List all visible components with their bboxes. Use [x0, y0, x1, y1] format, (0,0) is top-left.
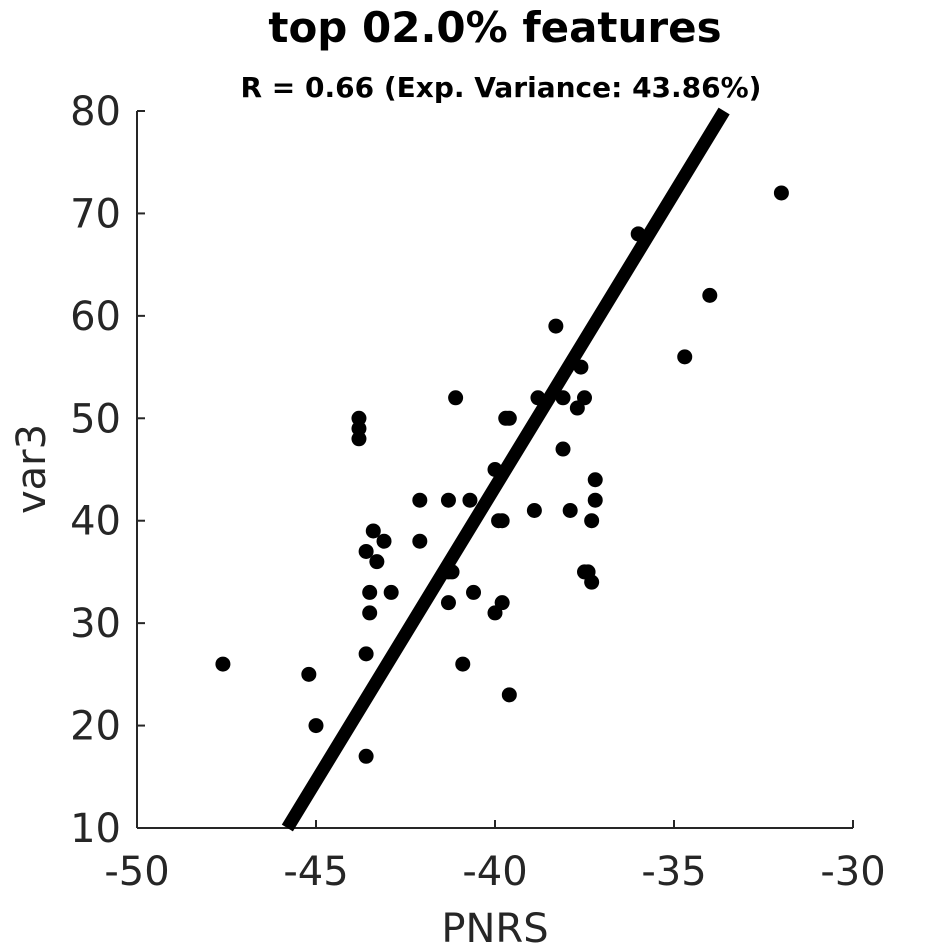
- y-tick-label: 70: [70, 191, 121, 237]
- data-point: [455, 656, 471, 672]
- data-point: [362, 605, 378, 621]
- data-point: [369, 554, 385, 570]
- x-tick-label: -45: [283, 849, 348, 895]
- data-point: [412, 492, 428, 508]
- data-point: [562, 502, 578, 518]
- data-point: [584, 513, 600, 529]
- data-point: [501, 410, 517, 426]
- data-point: [376, 533, 392, 549]
- data-point: [587, 492, 603, 508]
- data-point: [440, 492, 456, 508]
- data-point: [773, 185, 789, 201]
- data-point: [494, 595, 510, 611]
- y-tick-label: 60: [70, 294, 121, 340]
- data-point: [677, 349, 693, 365]
- chart-title: top 02.0% features: [268, 3, 721, 52]
- y-tick-label: 40: [70, 499, 121, 545]
- x-tick-label: -50: [104, 849, 169, 895]
- data-point: [584, 574, 600, 590]
- y-tick-label: 10: [70, 806, 121, 852]
- y-tick-label: 50: [70, 396, 121, 442]
- data-point: [448, 390, 464, 406]
- y-axis: 10 20 30 40 50 60 70 80: [70, 89, 145, 852]
- chart-subtitle: R = 0.66 (Exp. Variance: 43.86%): [241, 71, 762, 104]
- data-point: [308, 718, 324, 734]
- x-axis-label: PNRS: [441, 906, 548, 945]
- data-point: [587, 472, 603, 488]
- data-point: [555, 441, 571, 457]
- regression-line-layer: [281, 107, 730, 832]
- x-tick-label: -35: [641, 849, 706, 895]
- data-point: [358, 646, 374, 662]
- y-tick-label: 80: [70, 89, 121, 135]
- x-tick-label: -40: [462, 849, 527, 895]
- data-point: [358, 748, 374, 764]
- data-point: [440, 595, 456, 611]
- x-axis: -50 -45 -40 -35 -30: [104, 820, 886, 895]
- y-axis-label: var3: [9, 424, 55, 514]
- data-point: [526, 502, 542, 518]
- y-tick-label: 20: [70, 704, 121, 750]
- data-point: [466, 584, 482, 600]
- data-point: [383, 584, 399, 600]
- data-point: [462, 492, 478, 508]
- y-tick-label: 30: [70, 601, 121, 647]
- data-point: [215, 656, 231, 672]
- data-point: [548, 318, 564, 334]
- data-points: [215, 185, 789, 764]
- data-point: [301, 666, 317, 682]
- data-point: [362, 584, 378, 600]
- data-point: [358, 543, 374, 559]
- data-point: [351, 431, 367, 447]
- regression-line: [281, 107, 730, 832]
- x-tick-label: -30: [820, 849, 885, 895]
- data-point: [412, 533, 428, 549]
- data-point: [365, 523, 381, 539]
- data-point: [501, 687, 517, 703]
- data-point: [702, 287, 718, 303]
- data-point: [494, 513, 510, 529]
- data-point: [577, 390, 592, 406]
